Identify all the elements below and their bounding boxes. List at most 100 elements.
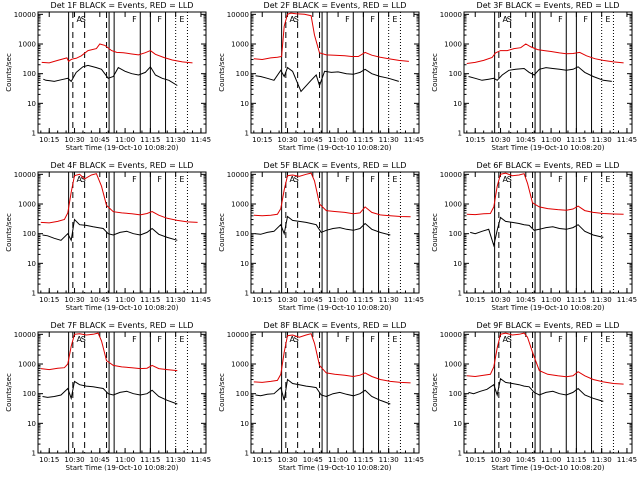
x-axis-label: Start Time (19-Oct-10 10:08:20): [492, 464, 605, 472]
series-lld-line: [40, 332, 178, 372]
y-axis-label: Counts/sec: [431, 373, 439, 412]
y-tick-label: 1: [245, 450, 249, 458]
x-tick-label: 11:45: [617, 136, 637, 144]
x-tick-label: 11:00: [541, 456, 561, 464]
y-tick-label: 10000: [440, 171, 462, 179]
panel-title: Det 4F BLACK = Events, RED = LLD: [51, 161, 194, 170]
plot-frame: [37, 331, 207, 454]
y-tick-label: 1: [32, 450, 36, 458]
state-marker: A: [503, 175, 509, 184]
series-events-line: [255, 215, 391, 236]
y-tick-label: 10: [240, 100, 249, 108]
state-marker: S: [294, 175, 299, 184]
y-tick-label: 1000: [231, 361, 249, 369]
x-tick-label: 11:15: [140, 456, 160, 464]
y-axis-label: Counts/sec: [5, 373, 13, 412]
y-axis-label: Counts/sec: [5, 53, 13, 92]
state-marker: F: [132, 15, 137, 24]
x-tick-label: 11:15: [353, 296, 373, 304]
x-tick-label: 11:00: [328, 296, 348, 304]
state-marker: E: [179, 15, 184, 24]
state-marker: E: [179, 175, 184, 184]
x-tick-label: 11:00: [328, 456, 348, 464]
x-axis-label: Start Time (19-Oct-10 10:08:20): [279, 464, 392, 472]
x-tick-label: 10:45: [516, 136, 536, 144]
y-tick-label: 1: [32, 130, 36, 138]
state-marker: E: [605, 335, 610, 344]
x-tick-label: 11:15: [140, 296, 160, 304]
x-tick-label: 11:45: [404, 456, 424, 464]
plot-frame: [463, 171, 633, 294]
x-tick-label: 11:15: [566, 136, 586, 144]
x-tick-label: 11:30: [166, 456, 186, 464]
x-tick-label: 11:30: [592, 456, 612, 464]
y-tick-label: 10000: [227, 171, 249, 179]
state-marker: A: [77, 335, 83, 344]
state-marker: E: [605, 175, 610, 184]
y-tick-label: 1000: [231, 201, 249, 209]
state-marker: S: [81, 335, 86, 344]
state-marker: F: [157, 335, 162, 344]
series-lld-line: [253, 172, 411, 218]
x-tick-label: 11:30: [592, 296, 612, 304]
series-events-line: [470, 216, 604, 248]
x-tick-label: 10:30: [277, 296, 297, 304]
y-tick-label: 100: [23, 70, 36, 78]
panel-det-9: Det 9F BLACK = Events, RED = LLD Counts/s…: [431, 321, 637, 472]
plot-frame: [250, 11, 420, 134]
x-tick-label: 11:15: [566, 296, 586, 304]
x-tick-label: 11:15: [353, 456, 373, 464]
y-axis-label: Counts/sec: [218, 213, 226, 252]
y-tick-label: 10000: [440, 11, 462, 19]
state-marker: F: [157, 175, 162, 184]
y-tick-label: 100: [23, 230, 36, 238]
plot-frame: [37, 11, 207, 134]
state-marker: F: [370, 335, 375, 344]
x-tick-label: 11:45: [404, 296, 424, 304]
x-tick-label: 11:45: [404, 136, 424, 144]
state-marker: A: [77, 15, 83, 24]
x-axis-label: Start Time (19-Oct-10 10:08:20): [66, 464, 179, 472]
x-tick-label: 11:30: [379, 136, 399, 144]
panel-title: Det 2F BLACK = Events, RED = LLD: [264, 1, 407, 10]
y-tick-label: 1: [245, 130, 249, 138]
x-tick-label: 11:45: [617, 296, 637, 304]
series-lld-line: [41, 43, 193, 64]
panel-det-1: Det 1F BLACK = Events, RED = LLD Counts/s…: [5, 1, 211, 152]
y-tick-label: 10000: [14, 171, 36, 179]
y-tick-label: 10: [453, 260, 462, 268]
state-marker: E: [392, 15, 397, 24]
x-tick-label: 10:45: [516, 456, 536, 464]
state-marker: F: [370, 15, 375, 24]
y-tick-label: 100: [449, 230, 462, 238]
y-tick-label: 10: [240, 260, 249, 268]
x-tick-label: 11:00: [541, 136, 561, 144]
x-axis-label: Start Time (19-Oct-10 10:08:20): [279, 144, 392, 152]
y-tick-label: 10: [27, 100, 36, 108]
state-marker: E: [179, 335, 184, 344]
panel-title: Det 9F BLACK = Events, RED = LLD: [477, 321, 620, 330]
series-events-line: [43, 64, 178, 86]
series-lld-line: [466, 332, 624, 385]
panel-det-6: Det 6F BLACK = Events, RED = LLD Counts/s…: [431, 161, 637, 312]
y-tick-label: 1: [458, 290, 462, 298]
plot-frame: [250, 171, 420, 294]
state-marker: F: [157, 15, 162, 24]
x-tick-label: 11:30: [592, 136, 612, 144]
x-tick-label: 11:30: [166, 296, 186, 304]
y-tick-label: 10: [27, 260, 36, 268]
state-marker: F: [558, 15, 563, 24]
x-tick-label: 10:30: [64, 456, 84, 464]
x-tick-label: 11:00: [115, 296, 135, 304]
state-marker: A: [290, 15, 296, 24]
x-tick-label: 11:30: [379, 296, 399, 304]
x-tick-label: 10:45: [516, 296, 536, 304]
y-tick-label: 1000: [231, 41, 249, 49]
state-marker: F: [132, 175, 137, 184]
state-marker: S: [507, 15, 512, 24]
x-tick-label: 10:30: [490, 296, 510, 304]
y-tick-label: 100: [236, 390, 249, 398]
y-tick-label: 100: [449, 390, 462, 398]
panel-title: Det 7F BLACK = Events, RED = LLD: [51, 321, 194, 330]
state-marker: F: [558, 175, 563, 184]
